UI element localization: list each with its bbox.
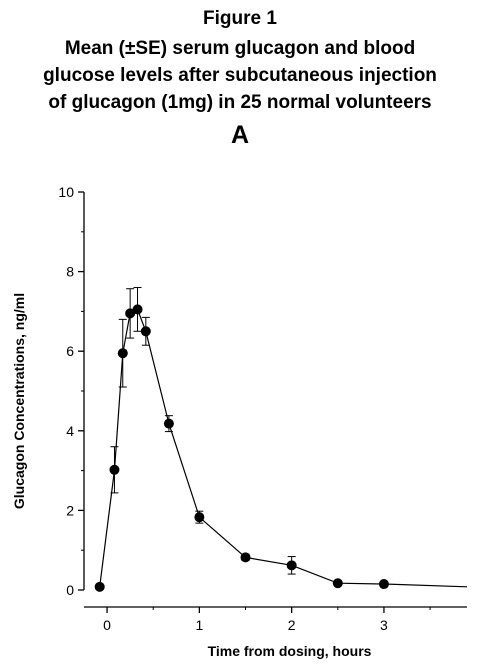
data-point bbox=[286, 560, 297, 571]
figure-title-line-3: of glucagon (1mg) in 25 normal volunteer… bbox=[48, 92, 432, 113]
data-point bbox=[109, 464, 120, 475]
series-line bbox=[99, 308, 468, 588]
y-tick-label: 6 bbox=[66, 343, 74, 359]
data-point bbox=[125, 308, 136, 319]
data-points bbox=[94, 304, 389, 592]
series-lines bbox=[99, 308, 468, 588]
figure-title-line-2: glucose levels after subcutaneous inject… bbox=[43, 65, 437, 86]
figure-label: Figure 1 bbox=[203, 8, 277, 29]
y-tick-label: 0 bbox=[66, 582, 74, 598]
data-point bbox=[194, 512, 205, 523]
x-tick-label: 3 bbox=[380, 617, 388, 633]
data-point bbox=[240, 552, 251, 563]
x-tick-label: 0 bbox=[103, 617, 111, 633]
error-bars bbox=[110, 287, 388, 587]
data-point bbox=[140, 326, 151, 337]
x-tick-label: 1 bbox=[195, 617, 203, 633]
figure-title-line-1: Mean (±SE) serum glucagon and blood bbox=[64, 38, 416, 59]
y-tick-label: 10 bbox=[58, 184, 74, 200]
y-axis-label: Glucagon Concentrations, ng/ml bbox=[11, 293, 27, 509]
data-point bbox=[94, 581, 105, 592]
panel-label: A bbox=[230, 121, 250, 149]
y-tick-label: 4 bbox=[66, 423, 74, 439]
x-axis-label: Time from dosing, hours bbox=[208, 643, 372, 659]
data-point bbox=[163, 418, 174, 429]
axes bbox=[78, 191, 467, 613]
tick-labels: 0 2 4 6 8 10 0 1 2 3 bbox=[58, 184, 388, 633]
y-tick-label: 2 bbox=[66, 502, 74, 518]
data-point bbox=[132, 304, 143, 315]
data-point bbox=[332, 578, 343, 589]
y-tick-label: 8 bbox=[66, 264, 74, 280]
x-tick-label: 2 bbox=[288, 617, 296, 633]
data-point bbox=[117, 348, 128, 359]
data-point bbox=[378, 579, 389, 590]
